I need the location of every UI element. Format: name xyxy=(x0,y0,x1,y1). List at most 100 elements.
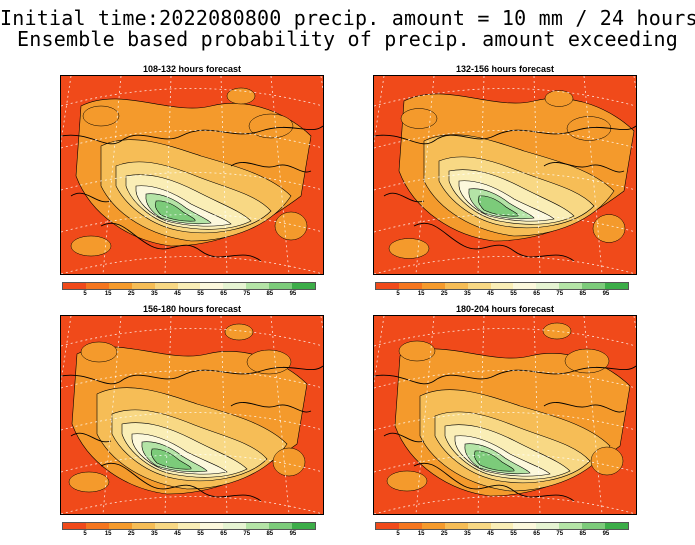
coastline xyxy=(61,365,323,502)
probability-map xyxy=(373,315,637,515)
graticule xyxy=(61,76,323,274)
colorbar-swatch xyxy=(246,283,270,289)
coastline xyxy=(61,125,323,262)
colorbar-swatch xyxy=(605,283,628,289)
graticule xyxy=(61,316,323,514)
colorbar-tick-label: 65 xyxy=(533,531,540,537)
colorbar-swatch xyxy=(108,523,132,529)
colorbar-tick-label: 95 xyxy=(289,291,297,297)
colorbar-swatch xyxy=(582,283,606,289)
colorbar-tick-label: 85 xyxy=(266,531,274,537)
colorbar-swatch xyxy=(177,523,201,529)
colorbar-tick-label: 45 xyxy=(174,531,181,537)
colorbar-swatch xyxy=(513,523,537,529)
colorbar-swatch xyxy=(559,283,583,289)
colorbar-swatch xyxy=(444,523,468,529)
colorbar-swatch xyxy=(421,283,445,289)
probability-map xyxy=(60,75,324,275)
colorbar-tick-label: 5 xyxy=(83,291,87,297)
colorbar-swatch xyxy=(490,283,514,289)
panel-title: 156-180 hours forecast xyxy=(142,304,242,314)
figure-title-line1: Initial time:2022080800 precip. amount =… xyxy=(0,6,695,30)
colorbar-swatch xyxy=(536,283,560,289)
colorbar-tick-label: 95 xyxy=(289,531,297,537)
colorbar-tick-label: 35 xyxy=(464,291,471,297)
panel-title: 132-156 hours forecast xyxy=(455,64,555,74)
probability-map xyxy=(373,75,637,275)
colorbar-tick-label: 85 xyxy=(266,291,274,297)
colorbar-tick-label: 55 xyxy=(197,291,204,297)
colorbar-swatch xyxy=(490,523,514,529)
colorbar: 5 15 25 35 45 55 65 75 85 95 xyxy=(62,282,316,300)
colorbar-swatch xyxy=(131,523,155,529)
colorbar-swatch xyxy=(154,523,178,529)
colorbar-swatch xyxy=(467,523,491,529)
colorbar-swatch xyxy=(223,523,247,529)
colorbar-swatch xyxy=(63,283,86,289)
panel-title: 108-132 hours forecast xyxy=(142,64,242,74)
colorbar-swatch xyxy=(131,283,155,289)
colorbar-tick-label: 45 xyxy=(487,531,494,537)
colorbar-tick-label: 5 xyxy=(396,291,400,297)
colorbar-swatch xyxy=(177,283,201,289)
colorbar-swatch xyxy=(376,523,399,529)
colorbar-tick-label: 25 xyxy=(440,531,448,537)
colorbar-tick-label: 25 xyxy=(440,291,448,297)
panel-title: 180-204 hours forecast xyxy=(455,304,555,314)
colorbar-swatch xyxy=(536,523,560,529)
colorbar-swatch xyxy=(398,283,422,289)
colorbar-swatch xyxy=(200,523,224,529)
colorbar-tick-label: 55 xyxy=(510,291,517,297)
colorbar-swatch xyxy=(605,523,628,529)
colorbar-tick-label: 35 xyxy=(151,531,158,537)
colorbar-swatch xyxy=(582,523,606,529)
graticule xyxy=(374,316,636,514)
colorbar-swatch xyxy=(85,283,109,289)
colorbar-tick-label: 65 xyxy=(220,291,227,297)
colorbar-tick-label: 15 xyxy=(104,531,112,537)
colorbar-tick-label: 85 xyxy=(579,531,587,537)
colorbar: 5 15 25 35 45 55 65 75 85 95 xyxy=(375,282,629,300)
colorbar-tick-label: 45 xyxy=(174,291,181,297)
colorbar-tick-label: 65 xyxy=(533,291,540,297)
colorbar-tick-label: 25 xyxy=(127,531,135,537)
colorbar-tick-label: 55 xyxy=(510,531,517,537)
colorbar-swatch xyxy=(200,283,224,289)
colorbar-tick-label: 75 xyxy=(556,531,564,537)
colorbar-tick-label: 85 xyxy=(579,291,587,297)
colorbar-swatch xyxy=(444,283,468,289)
colorbar-tick-label: 25 xyxy=(127,291,135,297)
colorbar-swatch xyxy=(467,283,491,289)
colorbar-tick-label: 75 xyxy=(243,291,251,297)
colorbar-tick-label: 35 xyxy=(151,291,158,297)
colorbar-swatch xyxy=(559,523,583,529)
colorbar-swatch xyxy=(292,283,315,289)
coastline xyxy=(374,365,636,502)
colorbar-swatch xyxy=(269,523,293,529)
colorbar: 5 15 25 35 45 55 65 75 85 95 xyxy=(62,522,316,540)
colorbar-tick-label: 95 xyxy=(602,291,610,297)
colorbar-swatch xyxy=(421,523,445,529)
colorbar-swatch xyxy=(63,523,86,529)
colorbar-tick-label: 55 xyxy=(197,531,204,537)
colorbar-swatch xyxy=(85,523,109,529)
colorbar-tick-label: 75 xyxy=(243,531,251,537)
colorbar-swatch xyxy=(269,283,293,289)
colorbar-tick-label: 15 xyxy=(417,291,425,297)
colorbar-swatch xyxy=(292,523,315,529)
colorbar-tick-label: 95 xyxy=(602,531,610,537)
colorbar-tick-label: 45 xyxy=(487,291,494,297)
colorbar-tick-label: 15 xyxy=(104,291,112,297)
colorbar-tick-label: 15 xyxy=(417,531,425,537)
colorbar-tick-label: 75 xyxy=(556,291,564,297)
colorbar-tick-label: 35 xyxy=(464,531,471,537)
colorbar-swatch xyxy=(376,283,399,289)
graticule xyxy=(374,76,636,274)
colorbar-tick-label: 5 xyxy=(396,531,400,537)
figure-title-line2: Ensemble based probability of precip. am… xyxy=(16,27,678,51)
colorbar-swatch xyxy=(246,523,270,529)
coastline xyxy=(374,125,636,262)
colorbar-tick-label: 5 xyxy=(83,531,87,537)
colorbar-tick-label: 65 xyxy=(220,531,227,537)
colorbar-swatch xyxy=(513,283,537,289)
